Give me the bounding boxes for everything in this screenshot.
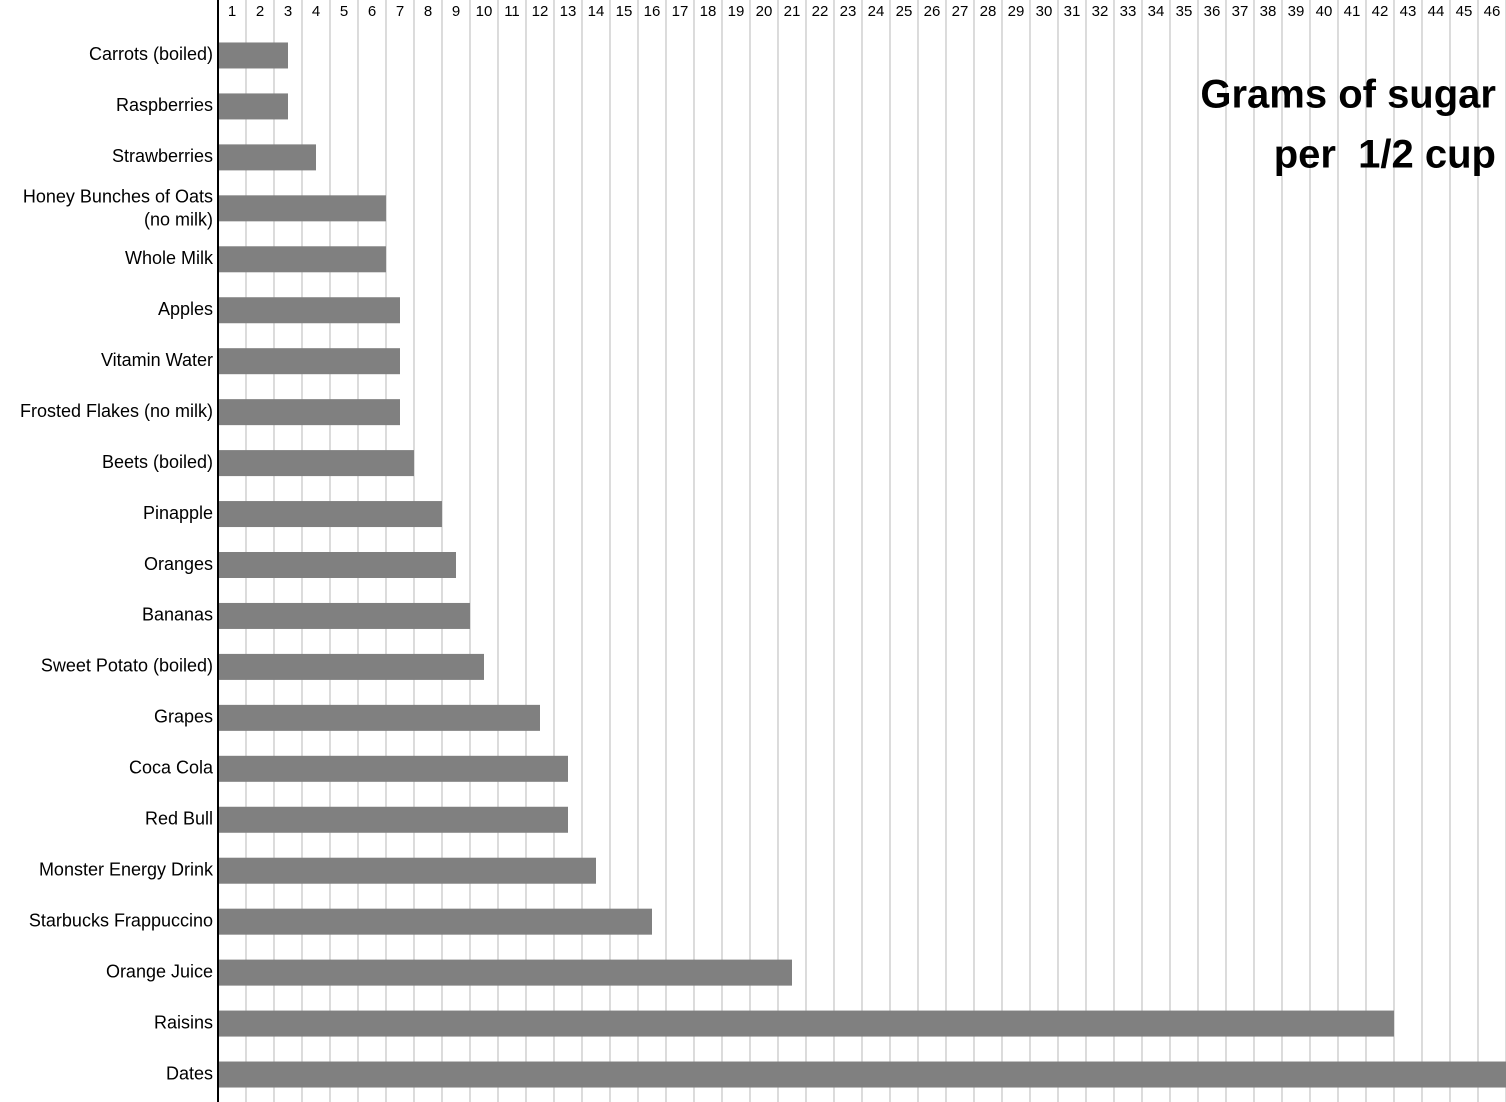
x-tick-label: 9	[452, 3, 460, 20]
bar	[218, 653, 484, 680]
bar	[218, 42, 288, 69]
x-tick-label: 33	[1120, 3, 1137, 20]
x-tick-label: 3	[284, 3, 292, 20]
x-tick-label: 13	[560, 3, 577, 20]
y-tick-label: Coca Cola	[129, 758, 214, 778]
bar	[218, 246, 386, 273]
x-tick-label: 8	[424, 3, 432, 20]
y-tick-label: Sweet Potato (boiled)	[41, 656, 213, 676]
y-tick-label: Red Bull	[145, 809, 213, 829]
x-tick-label: 10	[476, 3, 493, 20]
bar	[218, 959, 792, 986]
x-tick-label: 25	[896, 3, 913, 20]
bar	[218, 93, 288, 120]
x-tick-label: 14	[588, 3, 605, 20]
x-tick-label: 7	[396, 3, 404, 20]
x-tick-label: 15	[616, 3, 633, 20]
x-tick-label: 37	[1232, 3, 1249, 20]
bars	[218, 42, 1506, 1088]
y-tick-label: Vitamin Water	[101, 350, 213, 370]
x-tick-label: 20	[756, 3, 773, 20]
x-tick-label: 18	[700, 3, 717, 20]
x-tick-label: 29	[1008, 3, 1025, 20]
x-tick-label: 27	[952, 3, 969, 20]
bar	[218, 755, 568, 782]
x-tick-label: 23	[840, 3, 857, 20]
x-tick-label: 17	[672, 3, 689, 20]
bar	[218, 195, 386, 222]
chart-title: Grams of sugar	[1200, 73, 1496, 117]
x-tick-label: 40	[1316, 3, 1333, 20]
bar	[218, 1010, 1394, 1037]
x-tick-label: 31	[1064, 3, 1081, 20]
x-tick-label: 22	[812, 3, 829, 20]
x-tick-label: 46	[1484, 3, 1501, 20]
x-tick-label: 39	[1288, 3, 1305, 20]
y-tick-label: Raspberries	[116, 95, 213, 115]
y-tick-label: Whole Milk	[125, 248, 214, 268]
x-tick-label: 19	[728, 3, 745, 20]
y-tick-label: Strawberries	[112, 146, 213, 166]
x-tick-label: 41	[1344, 3, 1361, 20]
bar	[218, 348, 400, 375]
y-tick-label: Orange Juice	[106, 961, 213, 981]
bar	[218, 399, 400, 426]
x-tick-label: 11	[504, 3, 520, 20]
y-tick-label: Dates	[166, 1063, 213, 1083]
x-tick-label: 36	[1204, 3, 1221, 20]
x-tick-label: 16	[644, 3, 661, 20]
bar	[218, 297, 400, 324]
x-tick-label: 5	[340, 3, 348, 20]
y-tick-label: Frosted Flakes (no milk)	[20, 401, 213, 421]
bar	[218, 806, 568, 833]
x-tick-label: 26	[924, 3, 941, 20]
y-tick-label: Grapes	[154, 707, 213, 727]
bar	[218, 450, 414, 477]
x-tick-label: 42	[1372, 3, 1389, 20]
x-tick-label: 34	[1148, 3, 1165, 20]
y-tick-label: Apples	[158, 299, 213, 319]
y-tick-label: Oranges	[144, 554, 213, 574]
x-tick-label: 28	[980, 3, 997, 20]
x-tick-label: 21	[784, 3, 801, 20]
x-tick-label: 1	[228, 3, 236, 20]
y-tick-label: Monster Energy Drink	[39, 859, 214, 879]
y-tick-label: Beets (boiled)	[102, 452, 213, 472]
bar	[218, 857, 596, 884]
chart-title: per 1/2 cup	[1274, 133, 1496, 177]
y-tick-label: Carrots (boiled)	[89, 44, 213, 64]
bar	[218, 704, 540, 731]
x-tick-label: 12	[532, 3, 549, 20]
x-tick-label: 44	[1428, 3, 1445, 20]
x-tick-label: 32	[1092, 3, 1109, 20]
y-tick-label: Raisins	[154, 1012, 213, 1032]
bar	[218, 144, 316, 171]
x-tick-label: 45	[1456, 3, 1473, 20]
bar	[218, 552, 456, 578]
x-tick-label: 2	[256, 3, 264, 20]
x-tick-label: 4	[312, 3, 320, 20]
x-tick-label: 35	[1176, 3, 1193, 20]
bar	[218, 602, 470, 629]
y-tick-label: Pinapple	[143, 503, 213, 523]
bar	[218, 1061, 1506, 1088]
y-tick-label: Bananas	[142, 605, 213, 625]
y-tick-label: Honey Bunches of Oats (no milk)	[23, 186, 213, 229]
x-tick-label: 38	[1260, 3, 1277, 20]
bar	[218, 501, 442, 528]
y-tick-label: Starbucks Frappuccino	[29, 910, 213, 930]
bar	[218, 908, 652, 935]
x-tick-label: 24	[868, 3, 885, 20]
x-tick-label: 43	[1400, 3, 1417, 20]
x-tick-label: 6	[368, 3, 376, 20]
x-tick-label: 30	[1036, 3, 1053, 20]
